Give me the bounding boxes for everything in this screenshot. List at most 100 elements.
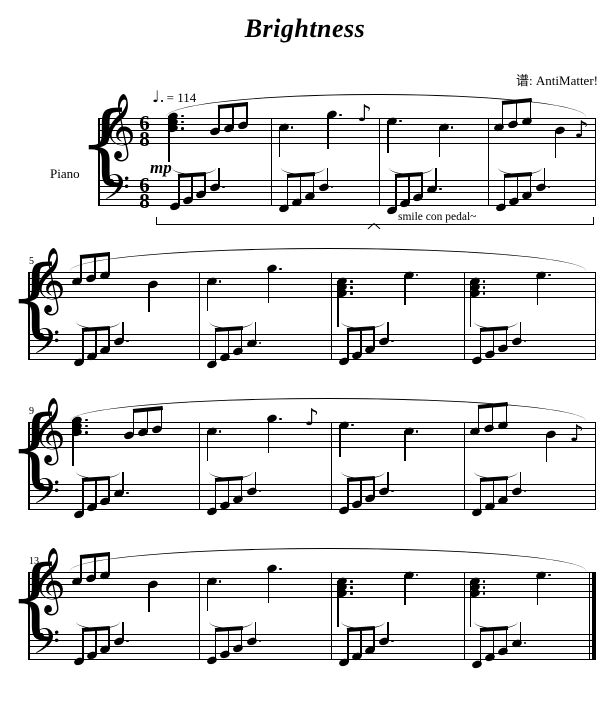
- augmentation-dot: [415, 430, 419, 433]
- staff-line: [28, 272, 596, 273]
- system-brace: {: [8, 398, 63, 498]
- note-stem: [267, 568, 270, 603]
- note-stem: [543, 168, 546, 187]
- note-stem: [178, 174, 180, 206]
- augmentation-dot: [126, 339, 129, 343]
- treble-staff: [0, 422, 610, 455]
- augmentation-dot: [350, 592, 353, 595]
- slur: [76, 614, 120, 629]
- staff-line: [98, 180, 596, 181]
- slur: [172, 160, 216, 175]
- note-stem: [373, 628, 375, 650]
- note-stem: [82, 328, 84, 362]
- note-stem: [82, 628, 84, 661]
- staff-line: [28, 484, 596, 485]
- augmentation-dot: [391, 489, 394, 493]
- phrase-slur: [166, 94, 586, 117]
- dynamic-mp: mp: [150, 158, 172, 177]
- staff-line: [28, 352, 596, 354]
- note-stem: [240, 628, 243, 648]
- time-signature-numerator: 6: [139, 173, 150, 197]
- note-stem: [218, 105, 220, 132]
- slur: [76, 314, 120, 329]
- note-stem: [191, 174, 193, 200]
- note-stem: [108, 478, 110, 501]
- barline: [379, 118, 381, 205]
- note-stem: [82, 478, 84, 514]
- composer-credit: 谱: AntiMatter!: [516, 73, 598, 88]
- augmentation-dot: [218, 280, 222, 283]
- augmentation-dot: [126, 639, 129, 643]
- augmentation-dot: [330, 185, 334, 189]
- system-barline: [98, 118, 100, 205]
- eighth-flag-icon: ♪: [569, 420, 585, 447]
- note-stem: [214, 478, 217, 511]
- bass-clef-icon: 𝄢: [33, 321, 61, 370]
- note-stem: [554, 130, 557, 159]
- slur: [208, 314, 253, 329]
- note-stem: [503, 174, 506, 207]
- augmentation-dot: [181, 127, 184, 130]
- note-stem: [148, 284, 150, 313]
- slur: [389, 160, 433, 175]
- staff-line: [28, 652, 596, 654]
- staff-line: [28, 640, 596, 642]
- barline: [331, 272, 333, 359]
- note-stem: [404, 575, 406, 606]
- staff-line: [98, 136, 596, 138]
- note-stem: [108, 328, 110, 350]
- staff-line: [98, 186, 596, 188]
- staff-line: [28, 634, 596, 635]
- augmentation-dot: [482, 592, 486, 595]
- note-stem: [312, 174, 315, 196]
- slur: [280, 160, 325, 175]
- slur: [341, 614, 385, 629]
- augmentation-dot: [85, 424, 88, 428]
- note-stem: [206, 581, 209, 612]
- augmentation-dot: [391, 339, 394, 343]
- note-stem: [267, 418, 270, 453]
- note-stem: [227, 328, 230, 357]
- slur: [208, 464, 253, 479]
- phrase-slur: [70, 398, 586, 421]
- note-stem: [267, 268, 270, 303]
- staff-line: [28, 334, 596, 335]
- pedal-text: smile con pedal~: [397, 210, 477, 223]
- measure-number: 9: [29, 406, 34, 417]
- staff-line: [98, 204, 596, 206]
- note-stem: [438, 127, 441, 158]
- time-signature-numerator: 6: [139, 111, 150, 135]
- staff-line: [28, 446, 596, 448]
- eighth-flag-icon: ♪: [574, 116, 589, 143]
- note-stem: [108, 628, 110, 649]
- barline: [331, 422, 333, 509]
- augmentation-dot: [450, 126, 454, 129]
- note-stem: [347, 478, 349, 510]
- note-stem: [505, 478, 508, 500]
- barline: [198, 422, 200, 509]
- barline: [595, 422, 597, 509]
- note-stem: [339, 425, 341, 458]
- augmentation-dot: [350, 586, 353, 589]
- note-stem: [536, 575, 539, 606]
- note-stem: [408, 174, 410, 203]
- augmentation-dot: [482, 580, 486, 583]
- note-stem: [278, 127, 281, 158]
- treble-clef-icon: 𝄞: [32, 397, 66, 463]
- augmentation-dot: [415, 573, 419, 577]
- treble-clef-icon: 𝄞: [32, 247, 66, 313]
- note-stem: [337, 581, 339, 628]
- note-stem: [505, 628, 508, 651]
- note-stem: [347, 328, 349, 361]
- treble-staff: [0, 572, 610, 605]
- note-stem: [545, 434, 548, 463]
- augmentation-dot: [258, 639, 262, 643]
- augmentation-dot: [391, 639, 394, 643]
- barline: [595, 272, 597, 359]
- note-stem: [204, 174, 206, 194]
- staff-line: [28, 358, 596, 360]
- augmentation-dot: [482, 286, 486, 289]
- note-stem: [327, 114, 329, 149]
- staff-line: [28, 428, 596, 430]
